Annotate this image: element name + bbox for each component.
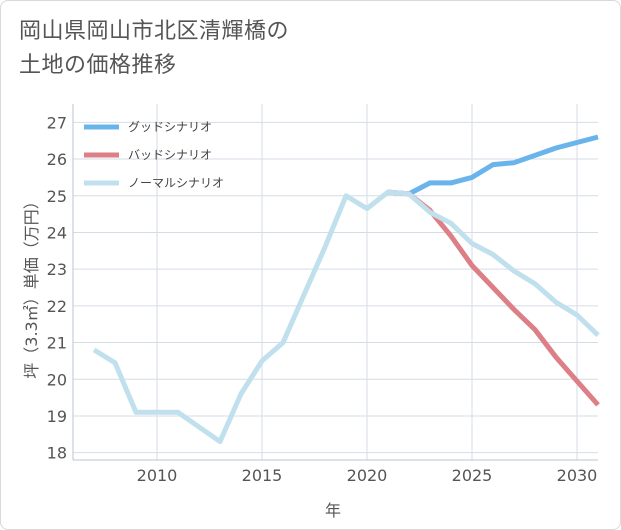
- y-tick-label: 22: [47, 297, 67, 316]
- y-tick-label: 24: [47, 223, 67, 242]
- y-tick-label: 27: [47, 113, 67, 132]
- axes: 18 19 20 21 22 23 24 25 26 27 2010 2015 2020 2025 2030: [47, 104, 598, 485]
- y-tick-label: 25: [47, 187, 67, 206]
- x-tick-label: 2030: [557, 466, 598, 485]
- chart-title-line2: 土地の価格推移: [19, 53, 177, 78]
- x-axis-title: 年: [325, 501, 341, 520]
- series-lines: [92, 134, 600, 445]
- chart-title-line1: 岡山県岡山市北区清輝橋の: [19, 19, 290, 44]
- series-line-1: [387, 134, 599, 197]
- legend-label: グッドシナリオ: [128, 120, 212, 134]
- y-tick-label: 20: [47, 370, 67, 389]
- x-tick-label: 2025: [452, 466, 493, 485]
- grid: [73, 104, 598, 460]
- chart-title: 岡山県岡山市北区清輝橋の 土地の価格推移: [19, 15, 289, 83]
- x-tick-label: 2015: [242, 466, 283, 485]
- legend-label: バッドシナリオ: [128, 148, 212, 162]
- x-tick-label: 2010: [137, 466, 178, 485]
- series-line-3: [92, 189, 600, 445]
- y-tick-label: 23: [47, 260, 67, 279]
- y-tick-label: 21: [47, 334, 67, 353]
- y-tick-label: 26: [47, 150, 67, 169]
- y-tick-label: 19: [47, 407, 67, 426]
- y-axis-title: 坪（3.3㎡）単価（万円）: [22, 193, 41, 378]
- series-line-2: [387, 189, 600, 407]
- x-tick-label: 2020: [347, 466, 388, 485]
- y-tick-label: 18: [47, 444, 67, 463]
- legend-label: ノーマルシナリオ: [128, 176, 224, 190]
